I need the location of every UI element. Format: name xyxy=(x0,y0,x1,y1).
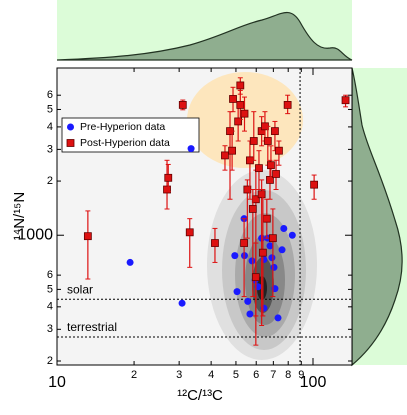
x-tick-label: 5 xyxy=(233,369,239,381)
y-tick-label: 1000 xyxy=(17,226,53,243)
point xyxy=(272,170,280,178)
point xyxy=(240,239,248,247)
point xyxy=(310,180,319,189)
point xyxy=(262,214,271,223)
point xyxy=(231,252,239,260)
point xyxy=(246,310,254,318)
point xyxy=(280,224,288,232)
legend-box xyxy=(61,117,200,153)
point xyxy=(233,288,241,296)
y-tick-label: 4 xyxy=(47,301,53,313)
reference-label: terrestrial xyxy=(67,320,117,334)
point xyxy=(288,231,296,239)
x-tick-label: 9 xyxy=(298,369,304,381)
point xyxy=(271,127,279,136)
point xyxy=(178,101,187,109)
point xyxy=(278,246,286,254)
point xyxy=(185,228,194,237)
point xyxy=(248,257,256,265)
point xyxy=(274,314,282,322)
point xyxy=(249,137,258,145)
point xyxy=(268,254,276,262)
y-tick-label: 3 xyxy=(47,143,53,155)
x-tick-label: 7 xyxy=(270,369,276,381)
x-tick-label: 8 xyxy=(285,369,291,381)
point xyxy=(228,146,236,155)
point xyxy=(258,248,267,257)
point xyxy=(236,81,245,90)
x-tick-label: 4 xyxy=(208,369,214,381)
legend-marker xyxy=(67,123,74,131)
y-tick-label: 6 xyxy=(47,269,53,281)
x-tick-label: 3 xyxy=(176,369,182,381)
point xyxy=(240,109,249,118)
legend-marker xyxy=(66,139,75,147)
point xyxy=(178,299,186,307)
point xyxy=(229,95,237,103)
y-axis-label: ¹⁴N/¹⁵N xyxy=(11,192,28,241)
y-tick-label: 5 xyxy=(47,103,53,115)
point xyxy=(270,263,278,271)
x-tick-label: 6 xyxy=(253,369,259,381)
point xyxy=(221,151,229,160)
point xyxy=(267,161,275,170)
point xyxy=(257,190,266,199)
right-density xyxy=(351,67,403,367)
point xyxy=(164,173,173,182)
point xyxy=(126,258,134,266)
point xyxy=(236,101,245,109)
point xyxy=(248,205,257,213)
y-tick-label: 4 xyxy=(47,121,53,133)
point xyxy=(268,234,277,243)
x-tick-label: 100 xyxy=(300,374,327,391)
point xyxy=(211,239,219,247)
point xyxy=(283,101,292,109)
y-tick-label: 5 xyxy=(47,283,53,295)
point xyxy=(275,146,283,155)
point xyxy=(234,117,243,126)
x-tick-label: 2 xyxy=(131,369,137,381)
point xyxy=(187,145,195,153)
point xyxy=(341,96,350,105)
top-density xyxy=(56,11,353,61)
legend-label: Post-Hyperion data xyxy=(80,137,170,149)
point xyxy=(244,297,252,305)
y-tick-label: 3 xyxy=(47,323,53,335)
y-tick-label: 2 xyxy=(47,355,53,367)
point xyxy=(266,242,274,250)
reference-label: solar xyxy=(67,282,93,296)
x-axis-label: ¹²C/¹³C xyxy=(177,387,223,404)
y-tick-label: 6 xyxy=(47,89,53,101)
point xyxy=(163,185,171,194)
x-tick-label: 10 xyxy=(48,374,66,391)
y-tick-label: 2 xyxy=(47,175,53,187)
point xyxy=(83,232,92,241)
point xyxy=(255,164,263,173)
point xyxy=(251,273,260,282)
legend-label: Pre-Hyperion data xyxy=(80,121,165,133)
point xyxy=(263,137,272,145)
